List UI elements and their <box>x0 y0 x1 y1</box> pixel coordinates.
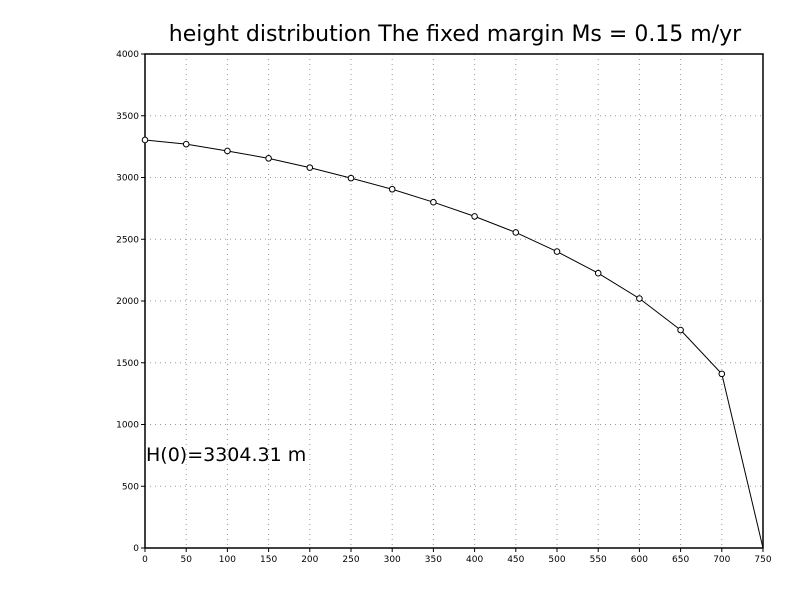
y-tick-label: 2500 <box>116 235 139 245</box>
x-tick-label: 650 <box>672 555 689 565</box>
x-tick-label: 700 <box>713 555 730 565</box>
data-point <box>636 295 643 302</box>
x-tick-label: 300 <box>384 555 401 565</box>
chart-title: height distribution The fixed margin Ms … <box>169 22 742 47</box>
y-axis: 0 500 1000 1500 2000 2500 3000 3500 4000 <box>116 50 145 554</box>
x-tick-label: 550 <box>590 555 607 565</box>
x-tick-label: 150 <box>260 555 277 565</box>
x-tick-label: 350 <box>425 555 442 565</box>
x-tick-label: 500 <box>548 555 565 565</box>
data-point <box>224 147 231 155</box>
annotation-h0: H(0)=3304.31 m <box>146 444 306 466</box>
data-point <box>141 136 149 144</box>
x-tick-label: 750 <box>754 555 771 565</box>
y-tick-label: 3500 <box>116 112 139 122</box>
data-point <box>471 213 478 220</box>
data-point <box>388 185 396 193</box>
y-tick-label: 2000 <box>116 297 139 307</box>
y-tick-label: 3000 <box>116 174 139 184</box>
series-line <box>144 139 764 549</box>
x-tick-label: 400 <box>466 555 483 565</box>
data-point <box>430 198 437 206</box>
data-point <box>182 140 190 148</box>
y-tick-label: 0 <box>133 544 139 554</box>
data-point <box>677 326 684 334</box>
data-point <box>718 370 726 378</box>
x-tick-label: 100 <box>219 555 236 565</box>
x-tick-label: 200 <box>301 555 318 565</box>
data-point <box>265 155 272 162</box>
data-point <box>347 174 355 182</box>
series-group <box>141 136 764 549</box>
data-point <box>553 248 561 255</box>
x-axis: 0 50 100 150 200 250 300 350 400 450 500 550 600 650 7… <box>142 548 772 565</box>
data-point <box>306 164 314 171</box>
y-tick-label: 1000 <box>116 421 139 431</box>
x-tick-label: 450 <box>507 555 524 565</box>
x-tick-label: 600 <box>631 555 648 565</box>
grid <box>145 54 763 548</box>
y-tick-label: 1500 <box>116 359 139 369</box>
x-tick-label: 250 <box>342 555 359 565</box>
data-point <box>594 269 602 277</box>
data-point <box>512 229 520 236</box>
y-tick-label: 4000 <box>116 50 139 60</box>
x-tick-label: 50 <box>180 555 192 565</box>
x-tick-label: 0 <box>142 555 148 565</box>
y-tick-label: 500 <box>122 482 139 492</box>
